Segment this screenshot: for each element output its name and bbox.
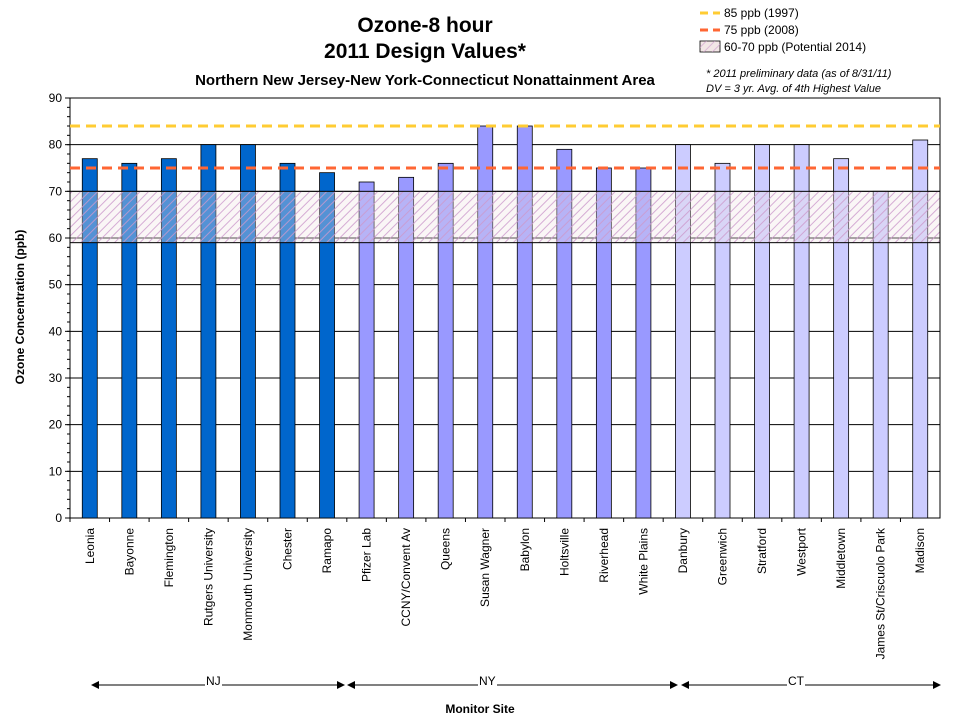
x-tick-label: Rutgers University — [201, 528, 215, 626]
bar-flemington — [160, 158, 177, 519]
x-tick-label: Stratford — [755, 528, 769, 574]
x-tick-label: Holtsville — [557, 528, 571, 576]
bar-leonia — [81, 158, 98, 519]
x-tick-label: Susan Wagner — [478, 528, 492, 607]
chart-title-line2: 2011 Design Values* — [324, 40, 526, 63]
x-tick-label: White Plains — [636, 528, 650, 595]
x-tick-label: Westport — [795, 527, 809, 575]
x-tick-label: Monmouth University — [241, 528, 255, 641]
bar-pfizer-lab — [358, 181, 375, 519]
y-tick-label: 20 — [49, 418, 63, 432]
bar-babylon — [516, 125, 533, 519]
x-tick-label: Chester — [281, 528, 295, 570]
x-tick-label: Bayonne — [122, 528, 136, 576]
region-label-nj: NJ — [205, 674, 222, 688]
y-tick-label: 80 — [49, 138, 63, 152]
y-tick-label: 70 — [49, 184, 63, 198]
y-tick-label: 60 — [49, 231, 63, 245]
reference-band — [69, 190, 941, 244]
x-tick-label: Danbury — [676, 528, 690, 573]
x-tick-label: Queens — [439, 528, 453, 570]
region-label-ct: CT — [787, 674, 805, 688]
x-tick-label: Pfizer Lab — [360, 528, 374, 582]
bar-ramapo — [319, 172, 335, 519]
chart-title-line1: Ozone-8 hour — [357, 14, 493, 37]
y-tick-label: 90 — [49, 91, 63, 105]
chart-subtitle: Northern New Jersey-New York-Connecticut… — [195, 72, 655, 89]
bar-queens — [437, 162, 454, 519]
x-tick-label: Leonia — [83, 528, 97, 564]
x-tick-label: James St/Criscuolo Park — [874, 527, 888, 659]
legend-label-85ppb: 85 ppb (1997) — [724, 6, 799, 20]
legend-label-band: 60-70 ppb (Potential 2014) — [724, 40, 867, 54]
y-axis-label: Ozone Concentration (ppb) — [13, 229, 27, 385]
region-label-ny: NY — [478, 674, 497, 688]
legend — [699, 11, 721, 53]
x-tick-label: Middletown — [834, 528, 848, 589]
x-tick-label: Madison — [913, 528, 927, 573]
bar-middletown — [833, 158, 850, 519]
bar-susan-wagner — [477, 125, 494, 519]
y-tick-label: 0 — [55, 511, 62, 525]
plot-area: 0 10 20 30 40 50 60 70 80 90 Leonia Bayonne Flemingt… — [49, 91, 941, 659]
bar-greenwich — [714, 162, 731, 519]
legend-swatch-band-hatch — [700, 41, 720, 52]
y-tick-label: 10 — [49, 464, 63, 478]
note-dv-definition: DV = 3 yr. Avg. of 4th Highest Value — [706, 83, 881, 95]
bar-bayonne — [121, 162, 138, 519]
x-axis-label: Monitor Site — [445, 702, 515, 716]
legend-label-75ppb: 75 ppb (2008) — [724, 23, 799, 37]
x-tick-label: Babylon — [518, 528, 532, 571]
note-preliminary: * 2011 preliminary data (as of 8/31/11) — [706, 68, 892, 80]
x-tick-label: Riverhead — [597, 528, 611, 583]
y-tick-label: 40 — [49, 324, 63, 338]
y-tick-label: 50 — [49, 278, 63, 292]
x-tick-label: Ramapo — [320, 528, 334, 574]
plot-background — [69, 97, 941, 519]
x-tick-label: Greenwich — [716, 528, 730, 585]
bar-white-plains — [635, 167, 652, 519]
x-tick-label: Flemington — [162, 528, 176, 587]
y-tick-label: 30 — [49, 371, 63, 385]
bar-ccny-convent-av — [398, 176, 415, 519]
x-tick-label: CCNY/Convent Av — [399, 528, 413, 627]
bar-chester — [279, 162, 296, 519]
